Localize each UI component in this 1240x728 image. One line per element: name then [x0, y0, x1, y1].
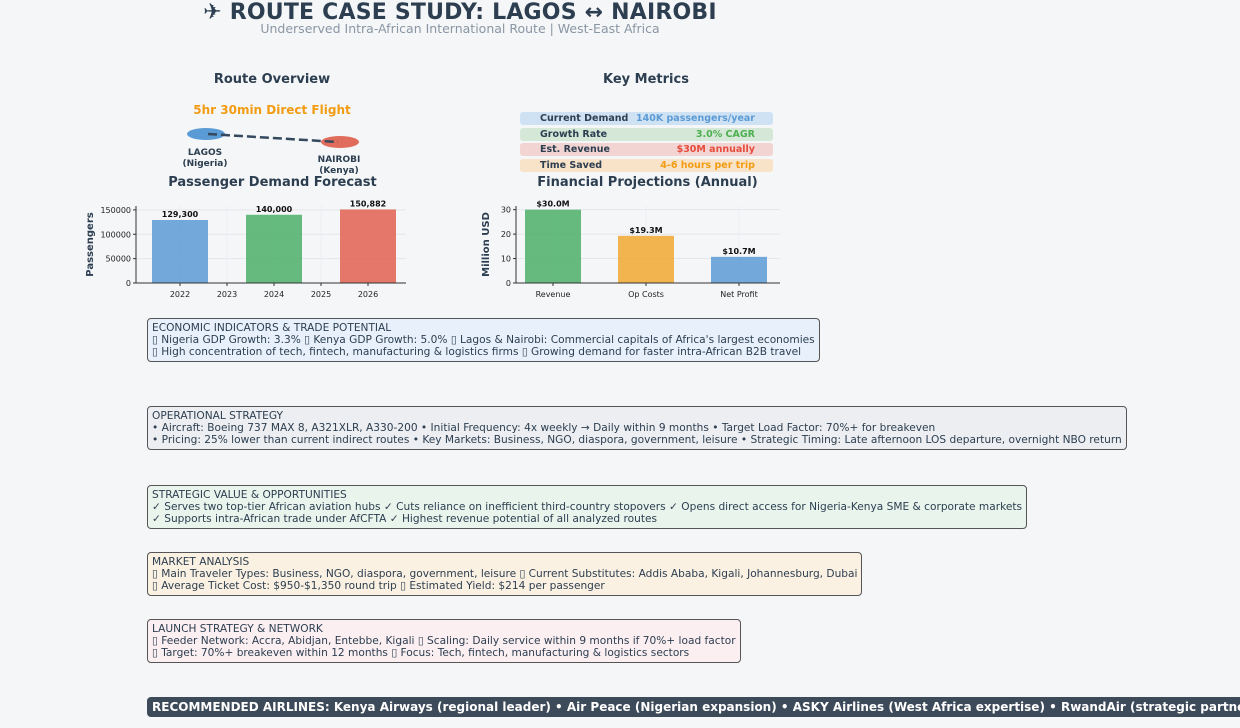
metric-row-growth-rate: Growth Rate 3.0% CAGR: [520, 128, 773, 141]
nairobi-marker: [321, 136, 359, 148]
market-analysis-box: MARKET ANALYSIS ▯ Main Traveler Types: B…: [147, 552, 863, 596]
x-tick-label: 2022: [170, 290, 190, 299]
y-tick-label: 0: [506, 279, 511, 288]
bar-2026: [340, 209, 396, 283]
x-tick-label: Revenue: [536, 290, 571, 299]
financial-projections-chart: 0 10 20 30 Revenue Op Costs Net Profit $30.0M $1…: [481, 200, 780, 299]
origin-country: (Nigeria): [182, 159, 228, 169]
operational-strategy-box: OPERATIONAL STRATEGY • Aircraft: Boeing …: [147, 406, 1127, 450]
recommended-airlines-banner: RECOMMENDED AIRLINES: Kenya Airways (reg…: [147, 697, 1240, 717]
metric-value: 140K passengers/year: [635, 113, 755, 124]
x-tick-label: 2025: [311, 290, 331, 299]
data-label: $19.3M: [629, 226, 662, 235]
metric-label: Est. Revenue: [540, 144, 610, 155]
metric-value: 3.0% CAGR: [695, 129, 755, 140]
x-tick-label: Net Profit: [720, 290, 757, 299]
box-title: LAUNCH STRATEGY & NETWORK: [152, 623, 323, 635]
box-line: • Pricing: 25% lower than current indire…: [152, 434, 1122, 446]
x-tick-label: 2026: [358, 290, 378, 299]
y-tick-label: 150000: [100, 206, 131, 215]
route-map: [187, 128, 359, 148]
data-label: 129,300: [162, 210, 199, 219]
route-overview-title: Route Overview: [213, 72, 331, 87]
data-label: 140,000: [256, 205, 293, 214]
y-tick-label: 30: [501, 206, 511, 215]
route-line: [207, 132, 339, 144]
financial-chart-title: Financial Projections (Annual): [537, 175, 758, 190]
launch-strategy-box: LAUNCH STRATEGY & NETWORK ▯ Feeder Netwo…: [147, 619, 741, 663]
origin-city-name: LAGOS: [187, 148, 223, 158]
destination-city-label: NAIROBI (Kenya): [304, 155, 374, 177]
box-line: ▯ Nigeria GDP Growth: 3.3% ▯ Kenya GDP G…: [152, 334, 815, 346]
destination-country: (Kenya): [319, 166, 359, 176]
y-axis-label: Million USD: [481, 212, 492, 277]
metric-row-current-demand: Current Demand 140K passengers/year: [520, 112, 773, 125]
y-tick-label: 10: [501, 255, 511, 264]
y-tick-label: 100000: [100, 230, 131, 239]
y-axis-label: Passengers: [85, 212, 96, 276]
box-title: STRATEGIC VALUE & OPPORTUNITIES: [152, 489, 347, 501]
data-label: $10.7M: [722, 247, 755, 256]
origin-city-label: LAGOS (Nigeria): [170, 148, 240, 170]
page-title: ✈ ROUTE CASE STUDY: LAGOS ↔ NAIROBI: [203, 0, 717, 25]
metric-label: Growth Rate: [540, 129, 608, 140]
economic-indicators-box: ECONOMIC INDICATORS & TRADE POTENTIAL ▯ …: [147, 318, 820, 362]
box-line: ▯ Average Ticket Cost: $950-$1,350 round…: [152, 580, 605, 592]
box-title: MARKET ANALYSIS: [152, 556, 250, 568]
bar-net-profit: [711, 256, 767, 283]
box-line: ▯ Main Traveler Types: Business, NGO, di…: [152, 568, 858, 580]
metric-value: 4-6 hours per trip: [660, 160, 755, 171]
bar-op-costs: [618, 235, 674, 283]
x-tick-label: 2024: [264, 290, 284, 299]
x-tick-label: 2023: [217, 290, 237, 299]
y-tick-label: 20: [501, 230, 511, 239]
metric-label: Time Saved: [540, 160, 603, 171]
box-title: OPERATIONAL STRATEGY: [152, 410, 284, 422]
metric-row-est-revenue: Est. Revenue $30M annually: [520, 143, 773, 156]
bar-revenue: [525, 209, 581, 283]
x-tick-label: Op Costs: [628, 290, 664, 299]
passenger-chart-title: Passenger Demand Forecast: [168, 175, 377, 190]
metric-value: $30M annually: [676, 144, 755, 155]
box-line: ▯ High concentration of tech, fintech, m…: [152, 346, 802, 358]
passenger-demand-chart: 0 50000 100000 150000 2022 2023 2024 2025 2026 12…: [85, 199, 406, 299]
y-tick-label: 0: [126, 279, 131, 288]
box-line: ▯ Feeder Network: Accra, Abidjan, Entebb…: [152, 635, 736, 647]
bar-2022: [152, 219, 208, 283]
key-metrics-title: Key Metrics: [603, 72, 689, 87]
destination-city-name: NAIROBI: [317, 155, 361, 165]
strategic-value-box: STRATEGIC VALUE & OPPORTUNITIES ✓ Serves…: [147, 485, 1028, 529]
metric-row-time-saved: Time Saved 4-6 hours per trip: [520, 159, 773, 172]
page-subtitle: Underserved Intra-African International …: [260, 21, 660, 36]
data-label: 150,882: [350, 199, 386, 208]
box-line: • Aircraft: Boeing 737 MAX 8, A321XLR, A…: [152, 422, 936, 434]
lagos-marker: [187, 128, 225, 140]
box-line: ✓ Supports intra-African trade under AfC…: [152, 513, 658, 525]
y-tick-label: 50000: [106, 255, 131, 264]
bar-2024: [246, 214, 302, 283]
flight-time-label: 5hr 30min Direct Flight: [193, 103, 351, 117]
box-title: ECONOMIC INDICATORS & TRADE POTENTIAL: [152, 322, 392, 334]
box-line: ▯ Target: 70%+ breakeven within 12 month…: [152, 647, 690, 659]
box-line: ✓ Serves two top-tier African aviation h…: [152, 501, 1023, 513]
metric-label: Current Demand: [540, 113, 629, 124]
data-label: $30.0M: [536, 200, 569, 209]
